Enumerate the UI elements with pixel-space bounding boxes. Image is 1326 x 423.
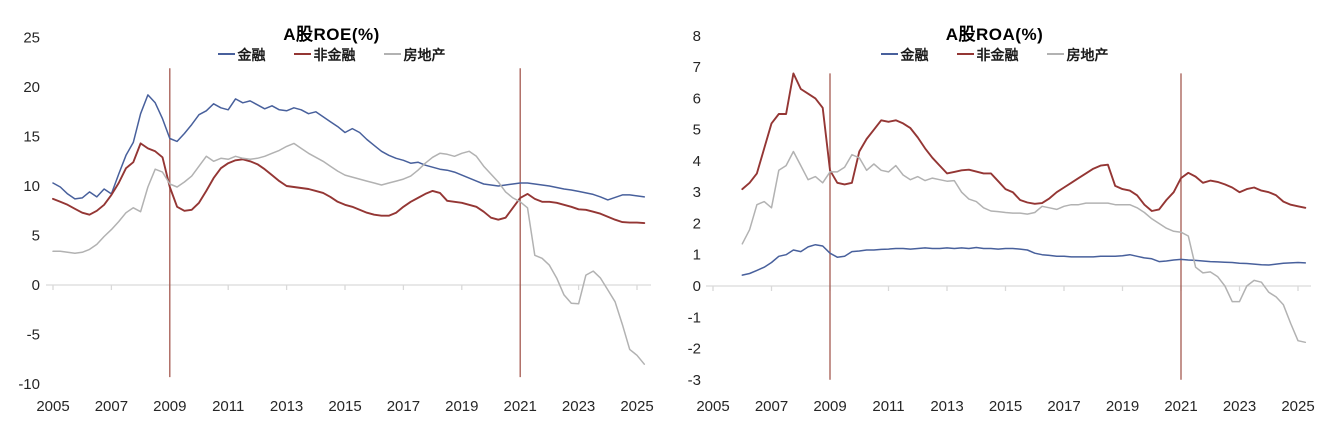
legend-swatch-non-financials (956, 53, 974, 56)
x-tick-label: 2025 (620, 398, 653, 415)
y-tick-label: 5 (32, 228, 40, 245)
x-tick-label: 2019 (1106, 398, 1139, 415)
y-tick-label: 5 (693, 122, 701, 139)
x-tick-label: 2007 (95, 398, 128, 415)
x-tick-label: 2021 (1164, 398, 1197, 415)
legend-swatch-financials (217, 53, 235, 56)
y-tick-label: -2 (688, 341, 701, 358)
roa-plot: 2005 2007 2009 2011 2013 2015 2017 2019 2021 2023… (688, 28, 1315, 415)
x-tick-label: 2005 (36, 398, 69, 415)
x-tick-label: 2023 (562, 398, 595, 415)
x-tick-label: 2013 (270, 398, 303, 415)
legend-label-non-financials: 非金融 (313, 47, 356, 63)
y-tick-label: 8 (693, 28, 701, 45)
x-tick-label: 2011 (212, 398, 244, 415)
legend-swatch-non-financials (293, 53, 311, 56)
y-tick-label: 15 (23, 129, 40, 146)
legend-label-financials: 金融 (237, 47, 266, 63)
legend-item-non-financials: 非金融 (293, 45, 356, 65)
series-line-financials (52, 94, 646, 201)
legend-item-real-estate: 房地产 (1046, 45, 1109, 65)
series-line-non-financials (52, 142, 646, 225)
y-tick-label: -5 (27, 327, 40, 344)
x-tick-label: 2013 (930, 398, 963, 415)
y-tick-label: -10 (18, 376, 40, 393)
y-tick-label: 4 (693, 153, 701, 170)
y-tick-label: 20 (23, 79, 40, 96)
legend-label-non-financials: 非金融 (976, 47, 1019, 63)
x-tick-label: 2015 (328, 398, 361, 415)
y-tick-label: 10 (23, 178, 40, 195)
chart-title-roa: A股ROA(%) (945, 25, 1044, 44)
legend-item-non-financials: 非金融 (956, 45, 1019, 65)
x-tick-label: 2005 (696, 398, 729, 415)
legend-label-real-estate: 房地产 (403, 47, 446, 63)
x-tick-label: 2021 (504, 398, 537, 415)
chart-title-roe: A股ROE(%) (283, 25, 380, 44)
y-tick-label: -3 (688, 372, 701, 389)
legend-swatch-financials (880, 53, 898, 56)
x-tick-label: 2017 (1047, 398, 1080, 415)
legend-label-real-estate: 房地产 (1066, 47, 1109, 63)
y-tick-label: 7 (693, 59, 701, 76)
roe-plot: 2005 2007 2009 2011 2013 2015 2017 2019 2021 2023… (18, 30, 653, 416)
legend-item-financials: 金融 (880, 45, 929, 65)
x-tick-label: 2019 (445, 398, 478, 415)
y-tick-label: -1 (688, 309, 701, 326)
x-tick-label: 2009 (153, 398, 186, 415)
series-line-non-financials (741, 72, 1307, 212)
legend-item-real-estate: 房地产 (383, 45, 446, 65)
y-tick-label: 3 (693, 184, 701, 201)
legend-item-financials: 金融 (217, 45, 266, 65)
x-tick-label: 2007 (755, 398, 788, 415)
roa-chart: 2005 2007 2009 2011 2013 2015 2017 2019 2021 2023… (663, 0, 1326, 423)
legend-roe: 金融 非金融 房地产 (0, 45, 663, 65)
x-tick-label: 2023 (1223, 398, 1256, 415)
y-tick-label: 1 (693, 247, 701, 264)
series-line-financials (741, 243, 1307, 276)
y-tick-label: 6 (693, 90, 701, 107)
legend-swatch-real-estate (1046, 53, 1064, 56)
roe-chart: 2005 2007 2009 2011 2013 2015 2017 2019 2021 2023… (0, 25, 663, 416)
x-tick-label: 2015 (989, 398, 1022, 415)
series-line-real-estate (52, 142, 646, 365)
y-tick-label: 25 (23, 30, 40, 47)
x-tick-label: 2009 (813, 398, 846, 415)
x-tick-label: 2011 (872, 398, 904, 415)
x-tick-label: 2025 (1281, 398, 1314, 415)
x-tick-label: 2017 (387, 398, 420, 415)
legend-roa: 金融 非金融 房地产 (663, 45, 1326, 65)
legend-label-financials: 金融 (900, 47, 929, 63)
y-tick-label: 0 (693, 278, 701, 295)
series-line-real-estate (741, 150, 1307, 344)
y-tick-label: 0 (32, 277, 40, 294)
legend-swatch-real-estate (383, 53, 401, 56)
y-tick-label: 2 (693, 215, 701, 232)
